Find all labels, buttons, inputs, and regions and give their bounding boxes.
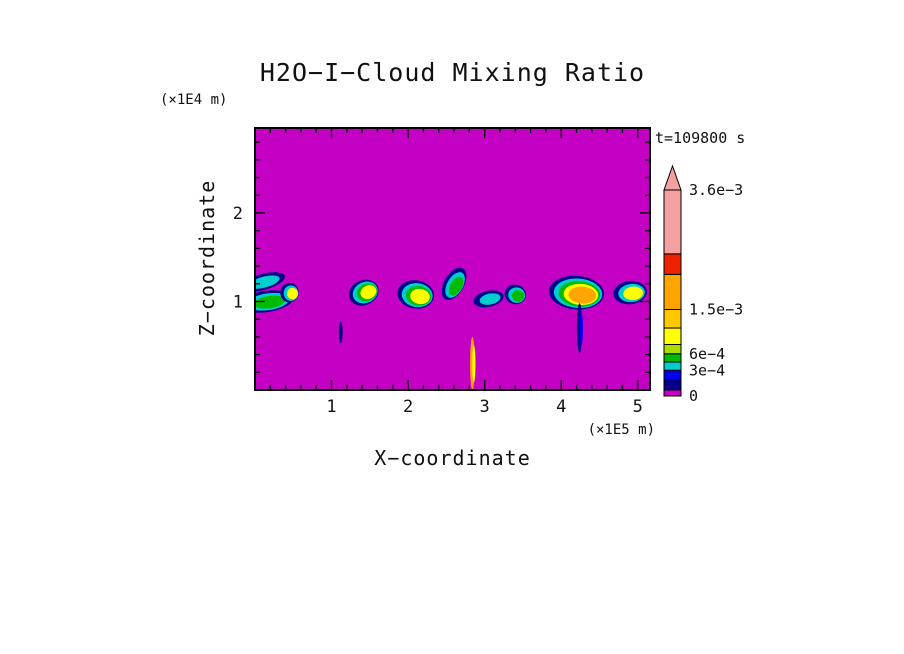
cloud-field [255, 267, 647, 390]
svg-text:5: 5 [633, 397, 643, 417]
chart-title: H2O−I−Cloud Mixing Ratio [259, 58, 646, 87]
cloud-blob [473, 290, 504, 308]
cloud-blob [470, 336, 476, 390]
svg-text:4: 4 [556, 397, 566, 417]
colorbar: 3.6e−3 1.5e−3 6e−43e−4 0 [663, 164, 743, 405]
svg-text:2: 2 [403, 397, 413, 417]
svg-text:1: 1 [326, 397, 336, 417]
cloud-blob [576, 303, 583, 353]
svg-text:3.6e−3: 3.6e−3 [689, 181, 743, 199]
y-axis-unit-label: (×1E4 m) [160, 92, 228, 108]
cloud-blob [348, 279, 379, 306]
cloud-blob [280, 282, 299, 303]
cloud-blob [504, 284, 526, 305]
plot-background [255, 128, 650, 390]
cloud-blob [441, 267, 467, 300]
cloud-blob [397, 280, 435, 309]
x-axis-title: X−coordinate [374, 446, 531, 470]
svg-text:3: 3 [480, 397, 490, 417]
svg-text:1: 1 [233, 292, 243, 312]
svg-text:0: 0 [689, 387, 698, 405]
x-axis-unit-label: (×1E5 m) [587, 422, 655, 438]
tick-labels: 1 2 3 4 5 1 2 [233, 204, 643, 417]
cloud-blob [548, 275, 605, 310]
timestamp-label: t=109800 s [655, 129, 746, 147]
cloud-blob [255, 290, 294, 313]
svg-text:2: 2 [233, 204, 243, 224]
cloud-blob [613, 281, 647, 305]
colorbar-arrow [663, 164, 682, 191]
svg-text:3e−4: 3e−4 [689, 361, 725, 379]
svg-text:6e−4: 6e−4 [689, 345, 725, 363]
axis-ticks [256, 129, 649, 389]
svg-text:1.5e−3: 1.5e−3 [689, 300, 743, 318]
cloud-blob [338, 321, 343, 344]
cloud-blob [255, 272, 285, 292]
plot-frame [254, 127, 651, 391]
